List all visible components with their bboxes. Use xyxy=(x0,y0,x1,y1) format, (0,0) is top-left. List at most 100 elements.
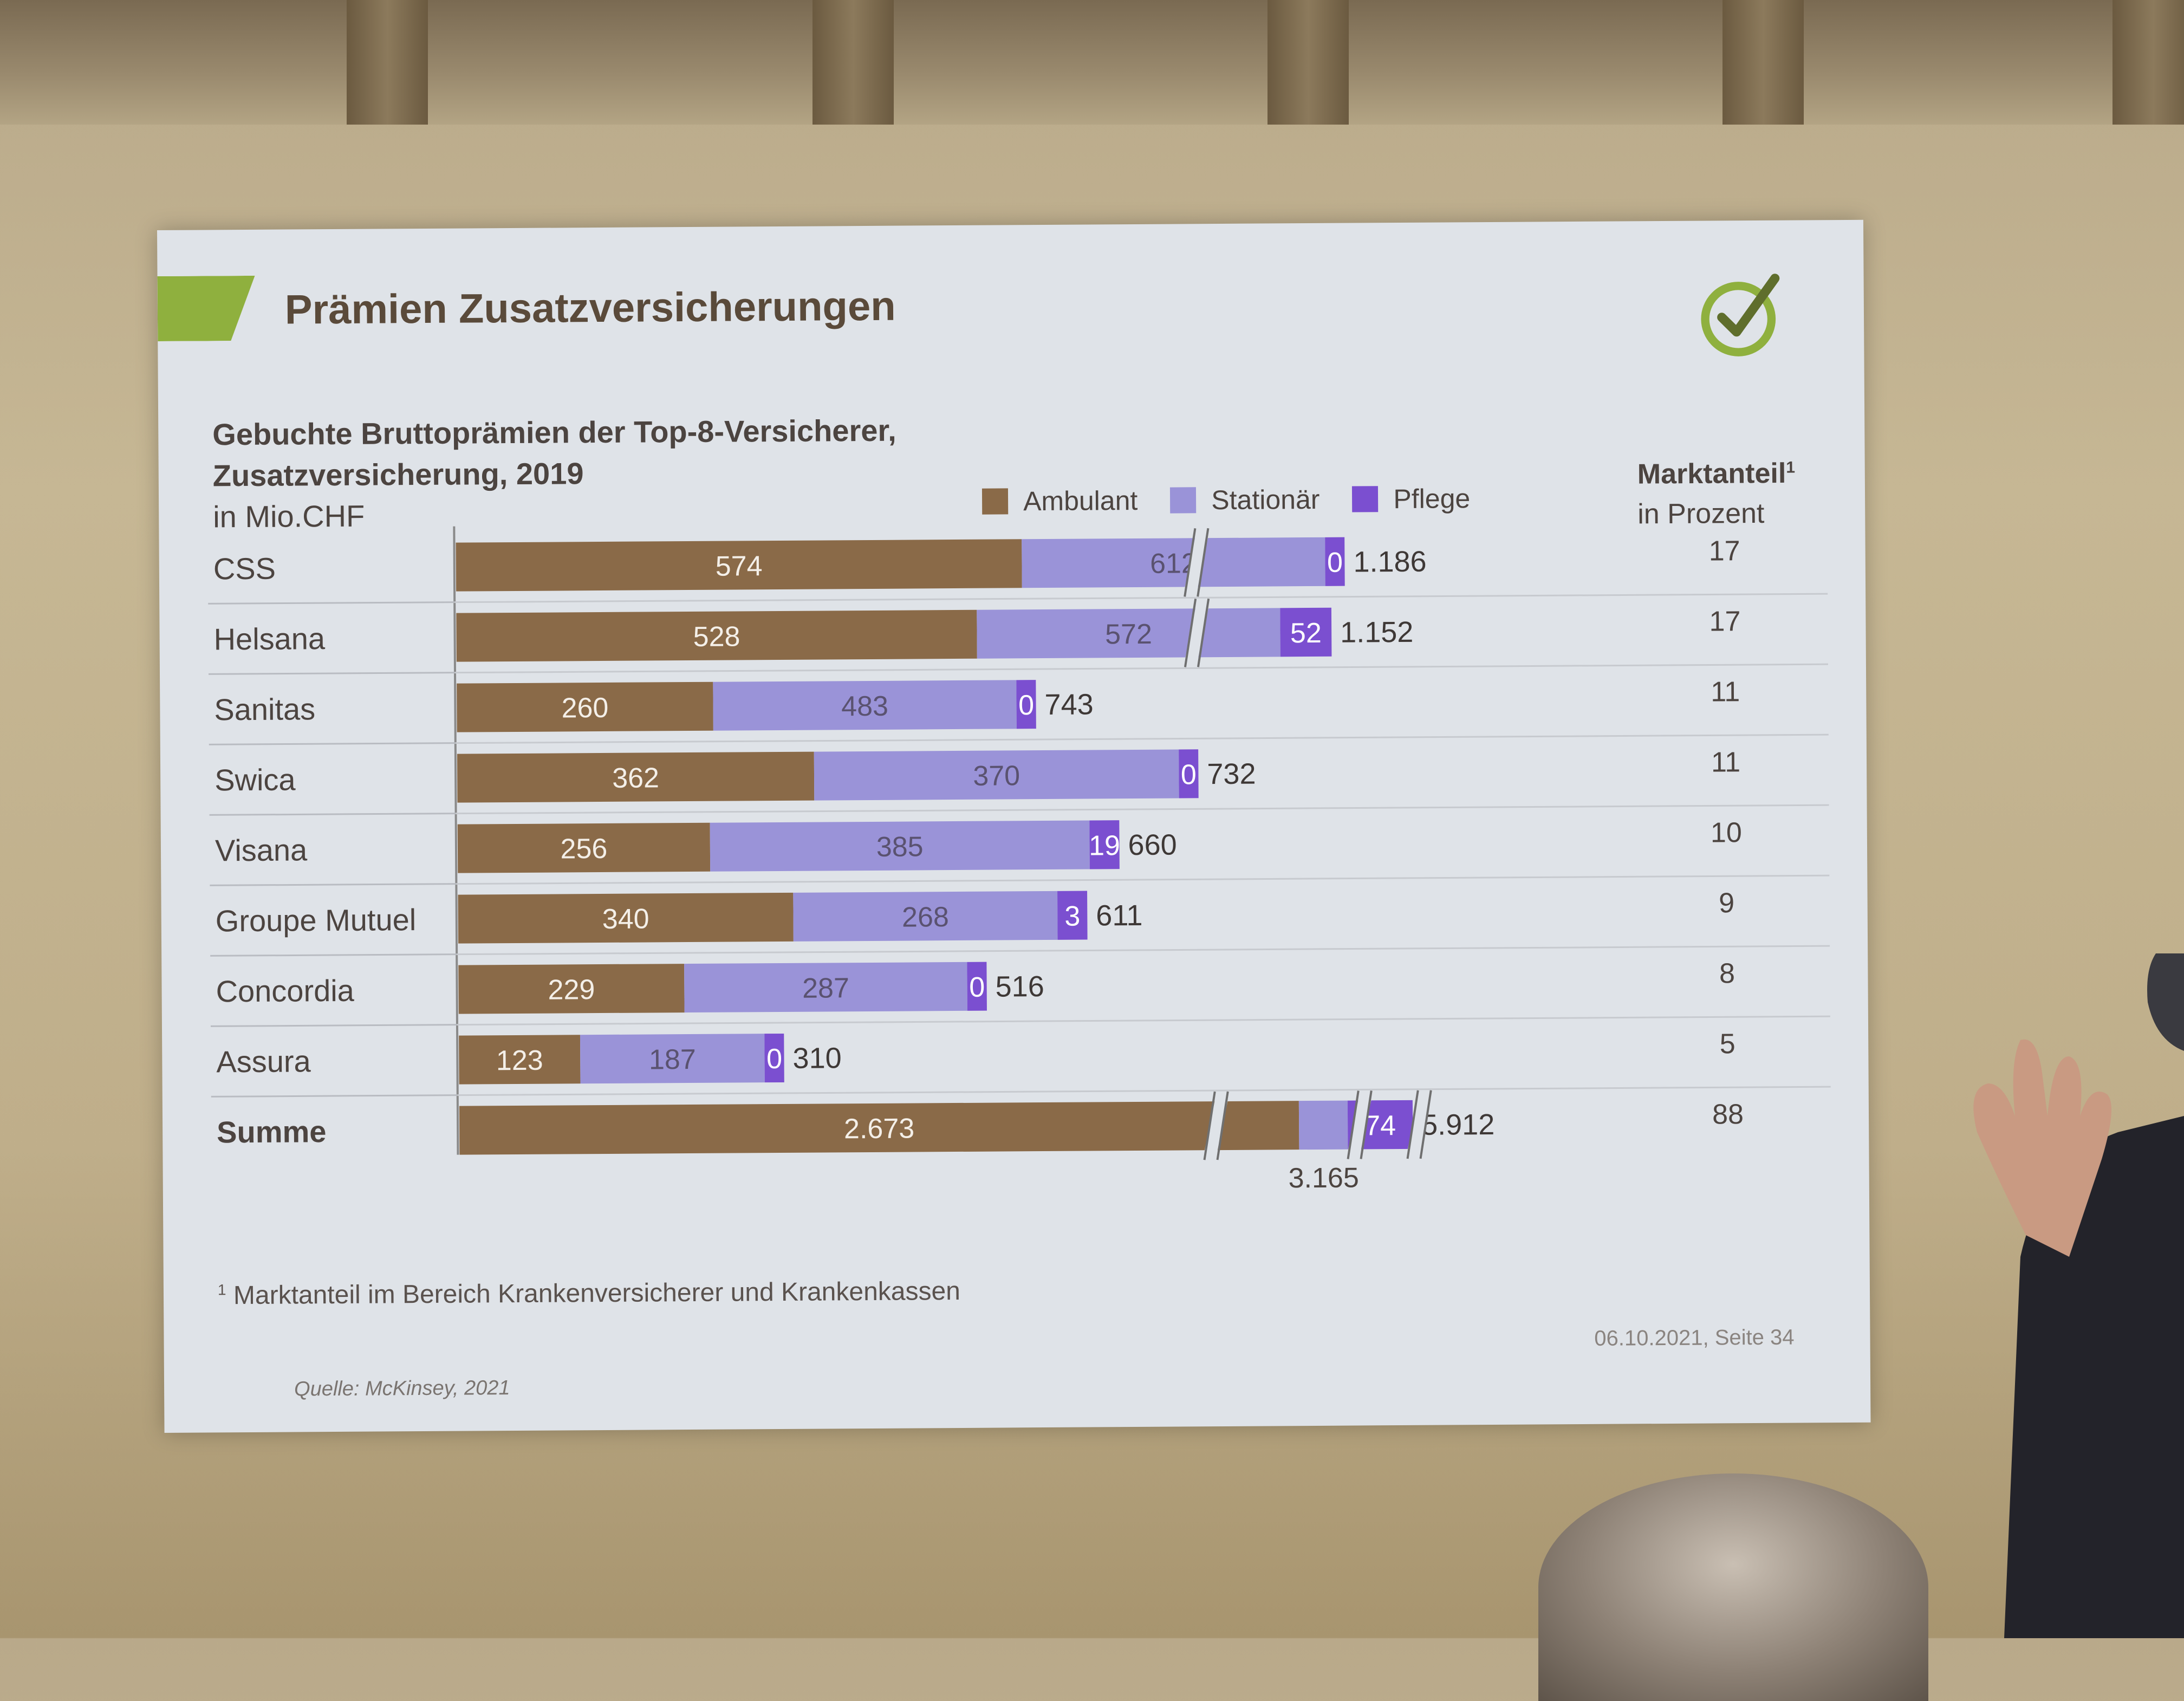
ceiling-beam xyxy=(1268,0,1349,125)
total-label: 5.912 xyxy=(1421,1108,1495,1141)
bar-value-label: 0 xyxy=(1018,690,1034,721)
bar-segment xyxy=(457,822,711,873)
row-divider xyxy=(454,663,1828,674)
bar-value-label: 229 xyxy=(548,974,595,1006)
source-note: Quelle: McKinsey, 2021 xyxy=(294,1377,510,1401)
axis-break-mark xyxy=(1197,598,1210,667)
row-divider xyxy=(457,1015,1830,1026)
row-divider xyxy=(456,874,1830,885)
row-divider xyxy=(454,593,1828,603)
bar-segment xyxy=(814,749,1179,801)
presenter xyxy=(1973,953,2184,1638)
bar-segment xyxy=(1089,820,1120,869)
bar-value-label: 0 xyxy=(766,1043,782,1075)
bar-value-label: 572 xyxy=(1105,619,1152,651)
ceiling-beam xyxy=(812,0,894,125)
axis-break-mark xyxy=(1184,528,1197,597)
ceiling-beam xyxy=(1722,0,1804,125)
chart-axis-line xyxy=(453,526,459,1155)
market-share-value: 9 xyxy=(1719,887,1734,919)
bar-segment xyxy=(580,1034,765,1084)
bar-value-label: 574 xyxy=(716,550,763,582)
bar-value-label: 256 xyxy=(560,833,607,865)
axis-break-gap xyxy=(1184,531,1210,594)
bar-value-label: 123 xyxy=(496,1045,543,1077)
bar-segment xyxy=(710,820,1090,872)
bar-segment xyxy=(793,891,1058,942)
total-label: 1.186 xyxy=(1353,546,1427,579)
bar-value-label: 287 xyxy=(802,972,849,1004)
market-share-value: 11 xyxy=(1711,676,1740,707)
axis-break-mark xyxy=(1216,1091,1229,1160)
total-label: 660 xyxy=(1128,829,1176,862)
axis-break-mark xyxy=(1406,1090,1419,1159)
axis-break-mark xyxy=(1419,1090,1432,1159)
row-divider xyxy=(456,804,1829,815)
bar-segment xyxy=(457,751,815,803)
total-label: 1.152 xyxy=(1340,616,1414,649)
category-label: Concordia xyxy=(216,973,354,1009)
market-share-value: 17 xyxy=(1709,535,1740,567)
bar-value-label: 362 xyxy=(612,762,659,794)
bar-value-label: 483 xyxy=(841,691,888,723)
bar-value-label: 3.165 xyxy=(1288,1162,1358,1194)
market-share-value: 17 xyxy=(1709,606,1740,637)
market-share-value: 10 xyxy=(1711,817,1742,848)
market-share-value: 88 xyxy=(1712,1099,1744,1130)
row-divider-left xyxy=(210,883,457,886)
axis-break-gap xyxy=(1347,1094,1373,1156)
bar-value-label: 0 xyxy=(969,972,985,1003)
row-divider xyxy=(455,733,1829,744)
checkmark-circle-icon xyxy=(1701,274,1780,356)
bar-segment xyxy=(1179,749,1199,798)
axis-break-gap xyxy=(1406,1093,1432,1155)
ceiling-beam xyxy=(347,0,428,125)
total-label: 310 xyxy=(792,1042,841,1075)
bar-value-label: 260 xyxy=(561,692,608,724)
market-share-value: 8 xyxy=(1719,958,1735,989)
bar-value-label: 2.673 xyxy=(844,1113,914,1145)
axis-break-mark xyxy=(1203,1091,1216,1160)
category-label: Visana xyxy=(215,833,308,867)
row-divider-left xyxy=(211,1094,458,1098)
category-label: Groupe Mutuel xyxy=(216,903,417,938)
bar-value-label: 0 xyxy=(1181,759,1197,790)
category-label: Sanitas xyxy=(214,692,315,726)
row-divider xyxy=(457,1086,1831,1096)
axis-break-gap xyxy=(1203,1094,1229,1157)
bar-segment xyxy=(458,964,685,1014)
total-label: 732 xyxy=(1207,758,1256,791)
bar-value-label: 74 xyxy=(1364,1110,1396,1141)
row-divider xyxy=(457,945,1830,956)
bar-segment xyxy=(1298,1100,1348,1150)
bar-value-label: 340 xyxy=(602,903,649,935)
bar-segment xyxy=(764,1033,784,1083)
total-label: 743 xyxy=(1044,688,1093,721)
axis-break-mark xyxy=(1184,598,1197,667)
bar-segment xyxy=(459,1035,581,1085)
footnote-text: Marktanteil im Bereich Krankenversichere… xyxy=(233,1276,961,1310)
bar-value-label: 3 xyxy=(1064,901,1080,932)
bar-segment xyxy=(459,1101,1299,1155)
bar-value-label: 385 xyxy=(876,831,924,863)
bar-segment xyxy=(1325,537,1345,586)
axis-break-gap xyxy=(1184,602,1210,664)
row-divider-left xyxy=(209,742,456,745)
category-label: Swica xyxy=(214,762,296,797)
bar-segment xyxy=(1016,680,1036,729)
total-label: 611 xyxy=(1096,899,1142,932)
bar-value-label: 0 xyxy=(1327,547,1343,579)
market-share-value: 5 xyxy=(1720,1028,1735,1060)
bar-segment xyxy=(458,892,794,944)
bar-segment xyxy=(1022,537,1325,588)
bar-segment xyxy=(684,962,967,1013)
bar-value-label: 19 xyxy=(1089,830,1120,861)
bar-segment xyxy=(1057,891,1088,940)
row-divider-left xyxy=(208,672,456,675)
bar-value-label: 52 xyxy=(1290,618,1322,649)
total-label: 516 xyxy=(995,970,1044,1003)
bar-segment xyxy=(457,681,713,732)
footnote-marker: 1 xyxy=(217,1281,226,1299)
projected-slide: Prämien Zusatzversicherungen Gebuchte Br… xyxy=(157,219,1871,1433)
